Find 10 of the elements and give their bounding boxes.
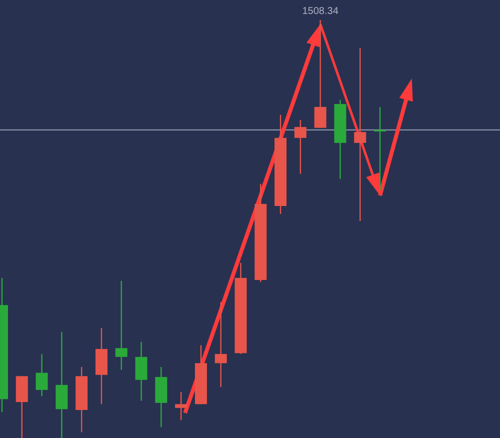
candlestick bbox=[115, 280, 128, 370]
text: 1508.34 bbox=[302, 6, 339, 17]
candlestick bbox=[374, 106, 386, 191]
candlestick bbox=[314, 19, 326, 128]
candlestick bbox=[135, 341, 148, 402]
candlestick bbox=[214, 302, 227, 388]
candlestick bbox=[175, 391, 188, 421]
candlestick bbox=[294, 119, 306, 174]
candlestick bbox=[354, 47, 366, 222]
candlestick bbox=[36, 353, 48, 397]
